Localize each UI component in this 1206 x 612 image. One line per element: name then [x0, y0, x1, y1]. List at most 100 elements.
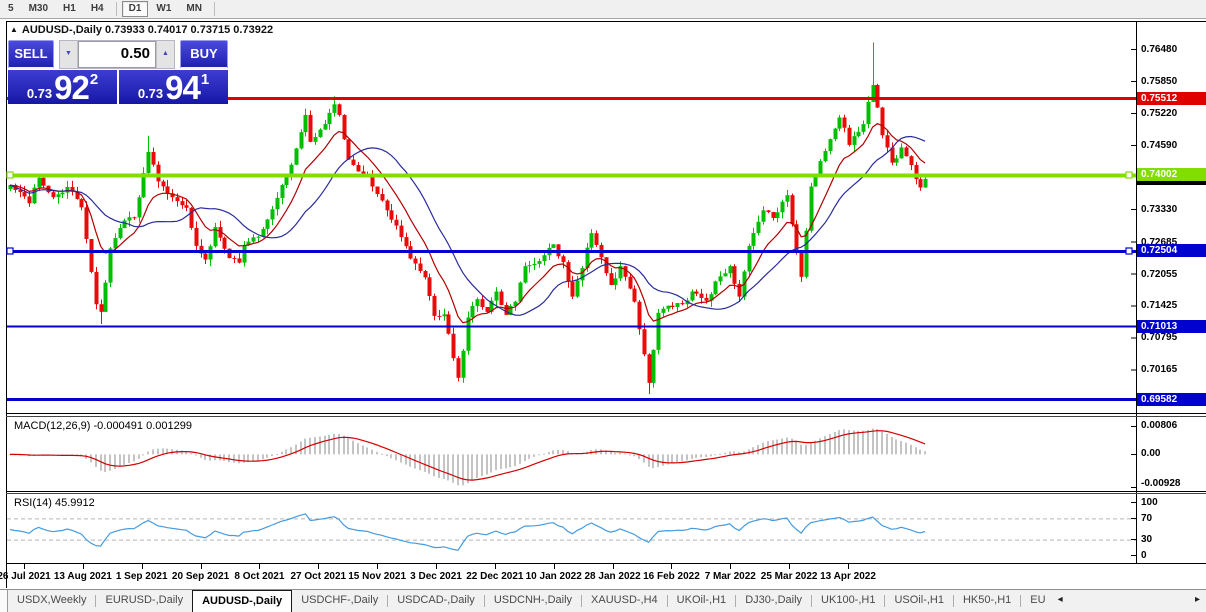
candle-down [570, 281, 575, 297]
candle-down [356, 164, 361, 172]
timeframe-button-h4[interactable]: H4 [90, 3, 104, 14]
chart-tab-audusd-daily[interactable]: AUDUSD-,Daily [192, 590, 293, 612]
candle-up [261, 228, 266, 237]
candle-up [137, 197, 142, 218]
candle-down [566, 262, 571, 282]
volume-increase-icon[interactable]: ▲ [156, 41, 174, 68]
buy-price[interactable]: 0.73 94 1 [119, 70, 228, 104]
candle-up [8, 184, 13, 190]
candle-up [270, 209, 275, 220]
timeframe-button-mn[interactable]: MN [186, 3, 202, 14]
buy-button[interactable]: BUY [180, 40, 228, 69]
timeframe-button-m30[interactable]: M30 [28, 3, 49, 14]
candle-down [380, 194, 385, 201]
candle-down [165, 186, 170, 194]
chart-tab-usdcad-daily[interactable]: USDCAD-,Daily [397, 594, 475, 606]
candle-down [75, 191, 80, 200]
date-tick-label: 8 Oct 2021 [234, 571, 285, 582]
candle-up [508, 305, 513, 315]
candle-up [751, 233, 756, 246]
chart-tab-usdcnh-daily[interactable]: USDCNH-,Daily [493, 594, 573, 606]
candle-up [856, 131, 861, 137]
chart-tab-usoil-h1[interactable]: USOil-,H1 [894, 594, 944, 606]
date-tick-label: 7 Mar 2022 [704, 571, 756, 582]
candle-down [790, 195, 795, 225]
chart-tab-xauusd-h4[interactable]: XAUUSD-,H4 [591, 594, 658, 606]
tab-edge-sliver [0, 590, 8, 612]
macd-axis-min: -0.00928 [1141, 478, 1181, 489]
candle-down [94, 271, 99, 305]
candle-up [575, 280, 580, 297]
candle-down [628, 276, 633, 289]
candle-up [861, 124, 866, 132]
volume-decrease-icon[interactable]: ▼ [60, 41, 78, 68]
timeframe-button-5[interactable]: 5 [8, 3, 14, 14]
chart-tab-eurusd-daily[interactable]: EURUSD-,Daily [105, 594, 184, 606]
price-tick-0.70795: 0.70795 [1141, 332, 1178, 343]
date-tick-label: 22 Dec 2021 [466, 571, 524, 582]
chart-tab-dj30-daily[interactable]: DJ30-,Daily [745, 594, 803, 606]
candle-up [65, 187, 70, 193]
candle-up [761, 210, 766, 222]
chart-tab-usdchf-daily[interactable]: USDCHF-,Daily [301, 594, 379, 606]
chart-tab-bar: USDX,Weekly EURUSD-,Daily AUDUSD-,Daily USD… [0, 589, 1206, 612]
candle-down [437, 315, 442, 317]
candle-down [394, 219, 399, 226]
candle-up [466, 317, 471, 351]
candle-down [561, 256, 566, 263]
price-tick-0.71425: 0.71425 [1141, 300, 1178, 311]
date-tick-label: 15 Nov 2021 [348, 571, 407, 582]
candle-up [122, 220, 127, 229]
date-tick-label: 26 Jul 2021 [0, 571, 51, 582]
candle-down [151, 152, 156, 165]
candle-up [323, 124, 328, 130]
candle-up [666, 305, 671, 309]
tabs-scroll-left-icon[interactable]: ◂ [1057, 594, 1063, 605]
candle-up [728, 266, 733, 274]
candle-down [504, 305, 509, 315]
candle-up [103, 282, 108, 312]
candle-down [232, 258, 237, 260]
candle-down [499, 291, 504, 306]
sell-button[interactable]: SELL [8, 40, 54, 69]
candle-down [237, 258, 242, 263]
candle-up [313, 136, 318, 142]
sell-price[interactable]: 0.73 92 2 [8, 70, 117, 104]
chart-tab-eu[interactable]: EU [1030, 594, 1046, 606]
chart-tab-uk100-h1[interactable]: UK100-,H1 [821, 594, 876, 606]
price-tick-0.75850: 0.75850 [1141, 76, 1178, 87]
candle-up [675, 303, 680, 308]
candle-down [375, 186, 380, 195]
timeframe-button-d1[interactable]: D1 [121, 1, 149, 17]
candle-down [423, 271, 428, 278]
candle-up [275, 197, 280, 210]
candle-down [99, 304, 104, 312]
candle-down [890, 147, 895, 163]
candle-up [289, 164, 294, 177]
date-tick-label: 25 Mar 2022 [760, 571, 818, 582]
chart-tab-usdx-weekly[interactable]: USDX,Weekly [17, 594, 87, 606]
timeframe-toolbar: 5 M30 H1 H4 D1 W1 MN [0, 0, 1206, 19]
candle-down [609, 273, 614, 285]
sell-price-small: 0.73 [26, 86, 53, 101]
candle-down [771, 212, 776, 218]
chart-tab-ukoil-h1[interactable]: UKOil-,H1 [676, 594, 727, 606]
tab-separator [581, 595, 583, 607]
chart-symbol: AUDUSD-,Daily [21, 24, 102, 36]
tabs-scroll-right-icon[interactable]: ▸ [1194, 594, 1200, 605]
candle-up [280, 184, 285, 198]
timeframe-button-h1[interactable]: H1 [63, 3, 76, 14]
candle-down [594, 233, 599, 245]
candle-up [294, 148, 299, 165]
chart-tab-hk50-h1[interactable]: HK50-,H1 [962, 594, 1012, 606]
buy-price-big: 94 [165, 69, 201, 106]
buy-price-small: 0.73 [137, 86, 164, 101]
price-badge-0.71013: 0.71013 [1137, 320, 1206, 333]
candle-down [361, 171, 366, 174]
candle-up [585, 247, 590, 269]
volume-input[interactable]: 0.50 [78, 41, 156, 68]
timeframe-button-w1[interactable]: W1 [156, 3, 172, 14]
candle-down [799, 250, 804, 277]
candle-up [618, 266, 623, 279]
